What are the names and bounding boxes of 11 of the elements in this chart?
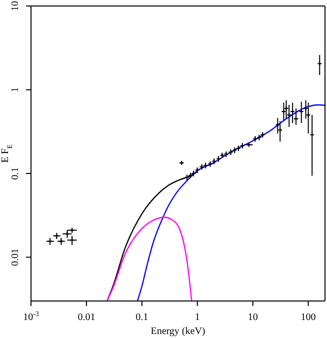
x-tick-label: 0.1 [136,312,148,323]
y-tick-label: 1 [10,87,21,92]
x-tick-label: 0.01 [78,312,96,323]
x-tick-label: 1 [194,312,200,323]
x-tick-label: 10$^{-3}$ [23,310,40,323]
y-tick-label: 0.1 [10,167,21,180]
x-tick-label: 10 [248,312,258,323]
y-tick-label: 10 [10,1,21,11]
x-tick-label: 100 [300,312,316,323]
y-tick-label: 0.01 [10,248,21,266]
x-axis-title: Energy (keV) [150,326,206,337]
